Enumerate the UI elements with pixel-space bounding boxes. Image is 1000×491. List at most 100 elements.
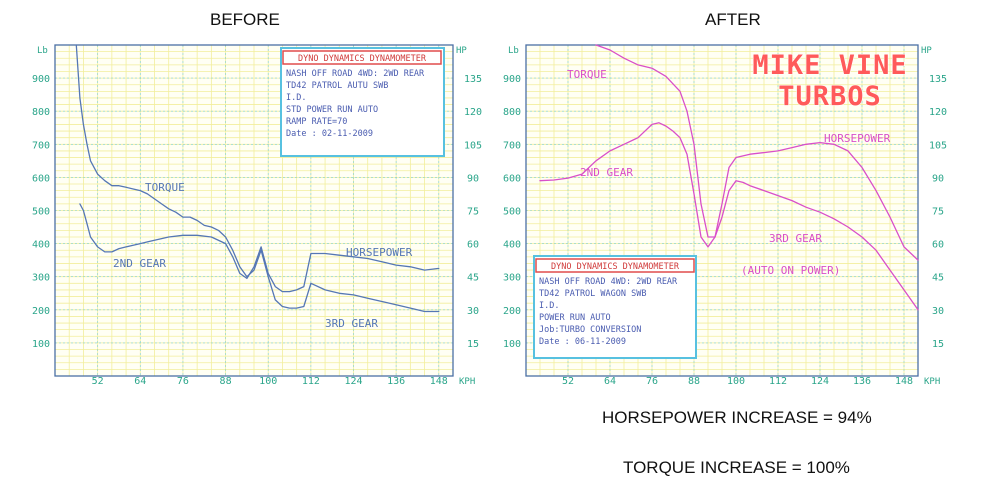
before-dyno-chart: Lb HP KPH 100 200 300 400 500 600 700 800 900 15 30 45… (32, 44, 482, 387)
y-tick-left: 200 (32, 306, 50, 317)
brand-line-1: MIKE VINE (752, 50, 907, 81)
x-tick: 88 (688, 376, 700, 387)
y-tick-right: 120 (929, 107, 947, 118)
y-tick-right: 75 (467, 207, 479, 218)
y-tick-right: 105 (929, 140, 947, 151)
curve-annotation: HORSEPOWER (824, 132, 891, 145)
y-tick-left: 400 (32, 240, 50, 251)
y-tick-left: 800 (32, 107, 50, 118)
x-tick: 88 (220, 376, 232, 387)
x-tick: 124 (811, 376, 829, 387)
x-tick: 148 (895, 376, 913, 387)
info-box-line: I.D. (286, 93, 306, 103)
x-tick: 64 (134, 376, 146, 387)
y-tick-right: 15 (932, 339, 944, 350)
x-tick: 136 (387, 376, 405, 387)
y-tick-right: 90 (467, 173, 479, 184)
torque-increase-text: TORQUE INCREASE = 100% (623, 458, 850, 477)
info-box-line: Date : 02-11-2009 (286, 129, 373, 139)
y-tick-right: 135 (929, 74, 947, 85)
y-tick-left: 100 (503, 339, 521, 350)
info-box-line: NASH OFF ROAD 4WD: 2WD REAR (286, 69, 425, 79)
left-axis-unit: Lb (37, 46, 48, 56)
info-box-line: Date : 06-11-2009 (539, 337, 626, 347)
curve-annotation: 2ND GEAR (113, 257, 166, 270)
x-axis-unit: KPH (924, 377, 940, 387)
y-tick-left: 800 (503, 107, 521, 118)
curve-annotation: TORQUE (145, 181, 185, 194)
info-box-title: DYNO DYNAMICS DYNAMOMETER (551, 262, 680, 272)
x-tick: 112 (769, 376, 787, 387)
y-tick-right: 135 (464, 74, 482, 85)
curve-annotation: HORSEPOWER (346, 246, 413, 259)
before-heading: BEFORE (210, 10, 280, 29)
after-dyno-chart: Lb HP KPH 100 200 300 400 500 600 700 800 900 15 30 45… (503, 44, 947, 387)
x-tick: 136 (853, 376, 871, 387)
grid-major (526, 45, 918, 376)
horsepower-increase-text: HORSEPOWER INCREASE = 94% (602, 408, 872, 427)
info-box-line: I.D. (539, 301, 559, 311)
info-box-line: POWER RUN AUTO (539, 313, 611, 323)
y-tick-left: 100 (32, 339, 50, 350)
y-tick-left: 300 (503, 273, 521, 284)
x-tick: 124 (344, 376, 362, 387)
after-heading: AFTER (705, 10, 761, 29)
y-tick-left: 900 (32, 74, 50, 85)
y-tick-left: 900 (503, 74, 521, 85)
curve-annotation: (AUTO ON POWER) (741, 264, 840, 277)
y-tick-right: 60 (932, 240, 944, 251)
y-tick-right: 60 (467, 240, 479, 251)
series-horsepower-line (539, 122, 919, 261)
info-box-line: NASH OFF ROAD 4WD: 2WD REAR (539, 277, 678, 287)
curve-annotation: 2ND GEAR (580, 166, 633, 179)
x-tick: 64 (604, 376, 616, 387)
brand-line-2: TURBOS (778, 81, 882, 112)
y-tick-right: 75 (932, 207, 944, 218)
series-torque-line (75, 44, 440, 313)
x-axis-unit: KPH (459, 377, 475, 387)
info-box-line: Job:TURBO CONVERSION (539, 325, 641, 335)
y-tick-left: 200 (503, 306, 521, 317)
y-tick-left: 500 (32, 207, 50, 218)
y-tick-right: 45 (932, 273, 944, 284)
x-tick: 100 (727, 376, 745, 387)
info-box-title-frame (282, 50, 442, 65)
x-tick: 76 (646, 376, 658, 387)
info-box-line: RAMP RATE=70 (286, 117, 347, 127)
y-tick-right: 105 (464, 140, 482, 151)
info-box-title: DYNO DYNAMICS DYNAMOMETER (298, 54, 427, 64)
y-tick-left: 600 (32, 173, 50, 184)
y-tick-left: 400 (503, 240, 521, 251)
plot-frame (525, 44, 919, 377)
right-axis-unit: HP (456, 46, 467, 56)
info-box-line: TD42 PATROL AUTU SWB (286, 81, 388, 91)
info-box-title-frame (535, 258, 695, 273)
y-tick-left: 600 (503, 173, 521, 184)
info-box-line: TD42 PATROL WAGON SWB (539, 289, 646, 299)
x-tick: 100 (259, 376, 277, 387)
series-torque-line (595, 44, 919, 311)
plot-frame (54, 44, 454, 377)
grid-major (55, 45, 453, 376)
info-box: DYNO DYNAMICS DYNAMOMETER NASH OFF ROAD 4… (280, 47, 445, 157)
x-tick: 52 (92, 376, 104, 387)
info-box-frame (533, 255, 697, 359)
y-tick-right: 45 (467, 273, 479, 284)
y-tick-right: 30 (932, 306, 944, 317)
y-tick-right: 120 (464, 107, 482, 118)
right-axis-unit: HP (921, 46, 932, 56)
x-tick: 76 (177, 376, 189, 387)
y-tick-left: 700 (503, 140, 521, 151)
x-tick: 52 (562, 376, 574, 387)
info-box-frame (280, 47, 445, 157)
x-tick: 148 (430, 376, 448, 387)
y-tick-left: 300 (32, 273, 50, 284)
info-box: DYNO DYNAMICS DYNAMOMETER NASH OFF ROAD 4… (533, 255, 697, 359)
series-horsepower-line (79, 203, 440, 293)
y-tick-right: 90 (932, 173, 944, 184)
y-tick-right: 30 (467, 306, 479, 317)
info-box-line: STD POWER RUN AUTO (286, 105, 378, 115)
left-axis-unit: Lb (508, 46, 519, 56)
x-tick: 112 (302, 376, 320, 387)
y-tick-left: 700 (32, 140, 50, 151)
